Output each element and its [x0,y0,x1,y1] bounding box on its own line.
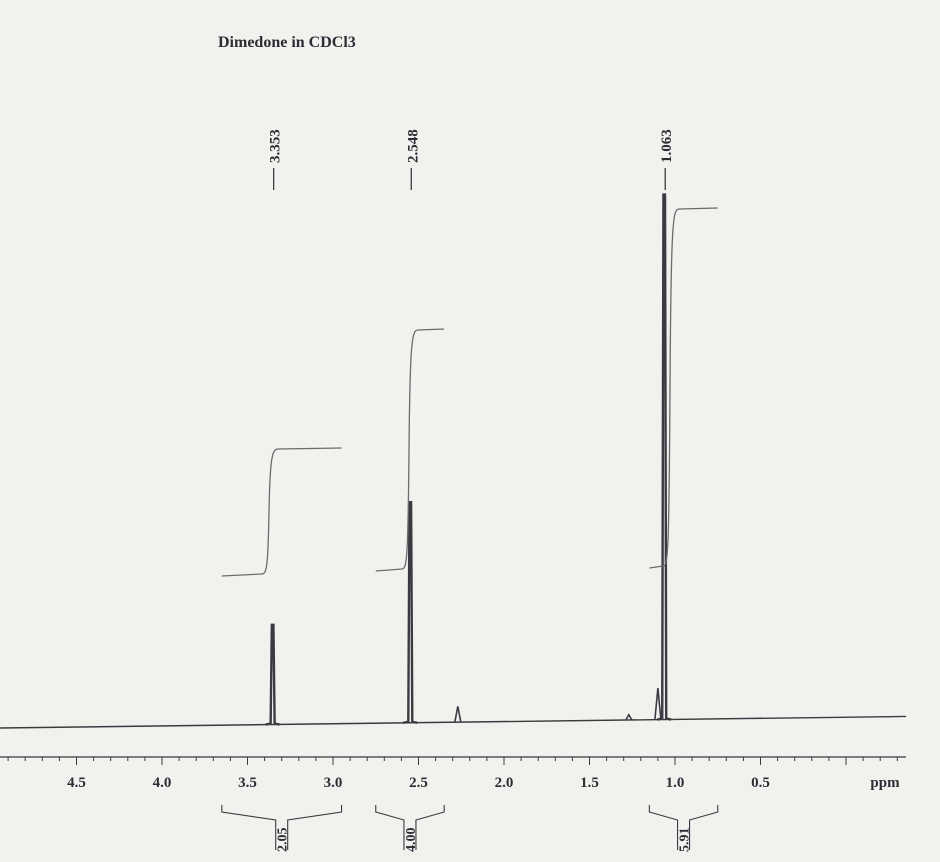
x-tick-label-5: 2.0 [495,775,514,791]
minor-peak-1 [654,688,662,720]
peak-label-0: 3.353 [268,129,284,163]
integral-value-1: 4.00 [404,828,419,853]
integral-bracket-1 [375,805,445,850]
integral-value-2: 5.91 [678,828,693,853]
baseline-trace [0,715,907,729]
peak-label-2: 1.063 [659,129,675,163]
peak-1 [403,501,418,724]
x-tick-label-3: 3.0 [324,775,343,791]
x-tick-label-0: 4.5 [67,775,86,791]
x-tick-label-6: 1.5 [580,775,599,791]
chart-title: Dimedone in CDCl3 [218,34,356,51]
integral-bracket-0 [221,805,343,850]
x-tick-label-1: 4.0 [153,775,172,791]
x-tick-label-7: 1.0 [666,775,685,791]
x-axis-label: ppm [870,775,900,791]
x-tick-label-4: 2.5 [409,775,428,791]
x-tick-label-8: 0.5 [751,775,770,791]
integral-bracket-2 [648,805,719,850]
minor-peak-2 [625,713,633,721]
x-tick-label-2: 3.5 [238,775,257,791]
integral-curve-1 [375,328,445,572]
peak-label-1: 2.548 [405,129,421,163]
integral-value-0: 2.05 [276,828,291,853]
minor-peak-0 [454,706,462,723]
integral-curve-2 [649,207,718,569]
peak-0 [265,623,280,726]
integral-curve-0 [221,447,342,577]
